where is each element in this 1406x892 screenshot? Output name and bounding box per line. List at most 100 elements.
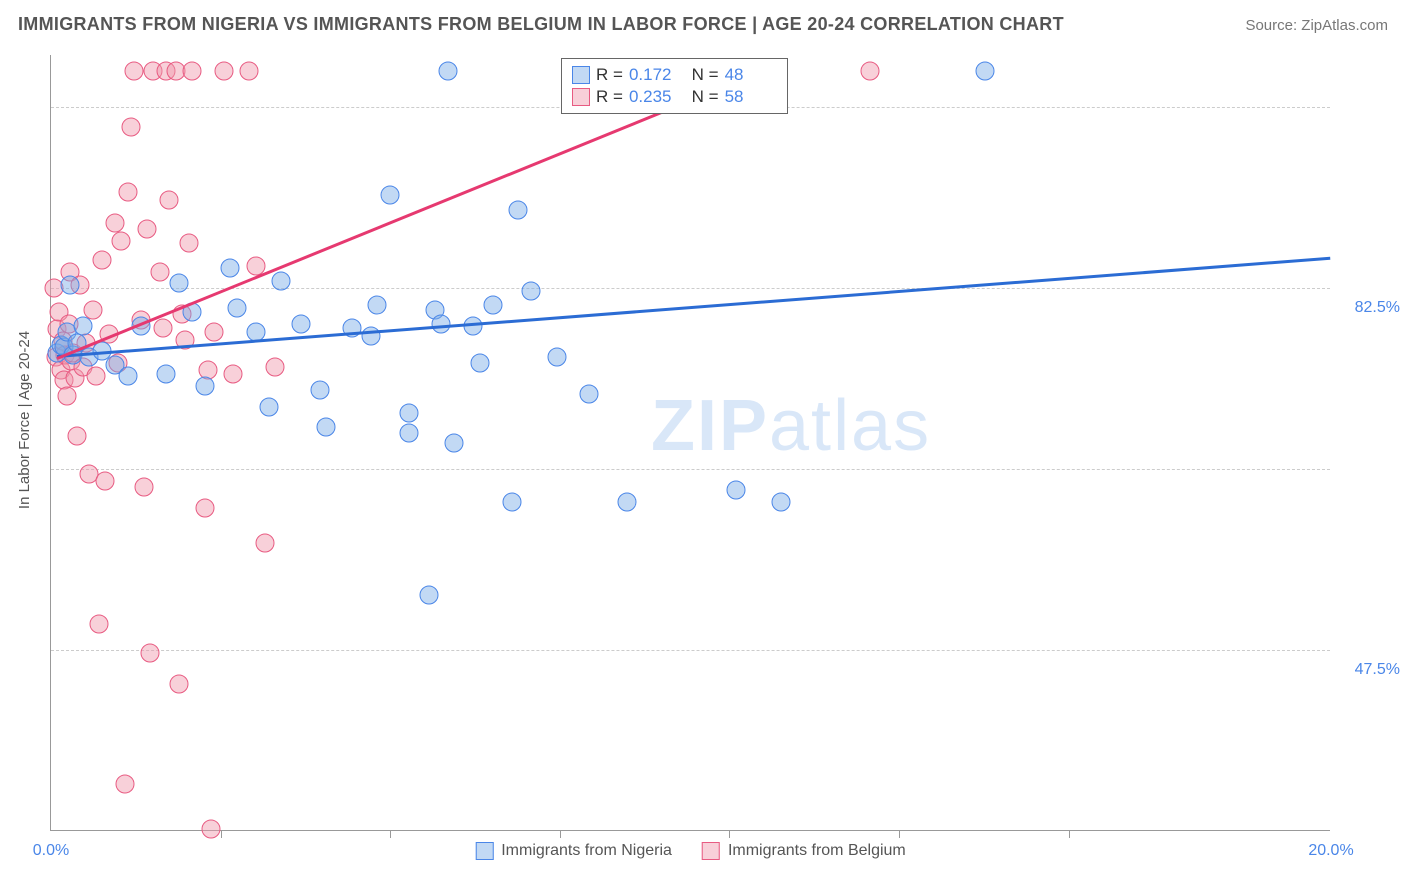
y-tick-label: 82.5% xyxy=(1340,299,1400,317)
scatter-point xyxy=(419,586,438,605)
scatter-point xyxy=(157,364,176,383)
series-legend: Immigrants from Nigeria Immigrants from B… xyxy=(475,842,906,860)
scatter-point xyxy=(118,182,137,201)
scatter-point xyxy=(202,819,221,838)
scatter-point xyxy=(67,426,86,445)
scatter-point xyxy=(170,273,189,292)
title-bar: IMMIGRANTS FROM NIGERIA VS IMMIGRANTS FR… xyxy=(18,14,1388,35)
scatter-point xyxy=(205,323,224,342)
scatter-point xyxy=(90,615,109,634)
legend-r-value: 0.235 xyxy=(629,87,681,107)
gridline xyxy=(51,650,1330,651)
scatter-point xyxy=(115,775,134,794)
scatter-point xyxy=(272,271,291,290)
source-label: Source: ZipAtlas.com xyxy=(1245,17,1388,34)
x-tick xyxy=(729,830,730,838)
scatter-point xyxy=(522,281,541,300)
series-legend-item: Immigrants from Belgium xyxy=(702,842,906,860)
legend-n-value: 48 xyxy=(725,65,777,85)
scatter-point xyxy=(112,232,131,251)
scatter-point xyxy=(227,299,246,318)
scatter-point xyxy=(86,366,105,385)
x-tick xyxy=(221,830,222,838)
legend-r-label: R = xyxy=(596,65,623,85)
scatter-point xyxy=(138,219,157,238)
scatter-point xyxy=(195,377,214,396)
scatter-point xyxy=(400,423,419,442)
scatter-point xyxy=(310,381,329,400)
scatter-point xyxy=(61,275,80,294)
scatter-point xyxy=(150,263,169,282)
scatter-point xyxy=(483,296,502,315)
scatter-point xyxy=(438,61,457,80)
series-legend-label: Immigrants from Belgium xyxy=(728,842,906,860)
watermark: ZIPatlas xyxy=(651,385,931,467)
scatter-point xyxy=(122,118,141,137)
scatter-point xyxy=(170,675,189,694)
scatter-point xyxy=(106,213,125,232)
legend-swatch xyxy=(572,88,590,106)
scatter-point xyxy=(96,472,115,491)
scatter-point xyxy=(579,385,598,404)
scatter-point xyxy=(381,185,400,204)
series-legend-item: Immigrants from Nigeria xyxy=(475,842,672,860)
x-tick xyxy=(390,830,391,838)
scatter-point xyxy=(547,348,566,367)
legend-swatch xyxy=(702,842,720,860)
scatter-point xyxy=(266,358,285,377)
scatter-point xyxy=(58,387,77,406)
scatter-point xyxy=(179,234,198,253)
legend-swatch xyxy=(572,66,590,84)
scatter-point xyxy=(445,434,464,453)
scatter-point xyxy=(125,61,144,80)
legend-n-value: 58 xyxy=(725,87,777,107)
y-tick-label: 47.5% xyxy=(1340,661,1400,679)
x-tick xyxy=(1069,830,1070,838)
gridline xyxy=(51,469,1330,470)
scatter-point xyxy=(74,317,93,336)
x-tick xyxy=(899,830,900,838)
scatter-point xyxy=(195,499,214,518)
scatter-point xyxy=(368,296,387,315)
legend-n-label: N = xyxy=(687,87,719,107)
scatter-point xyxy=(256,534,275,553)
gridline xyxy=(51,288,1330,289)
y-axis-label: In Labor Force | Age 20-24 xyxy=(16,331,33,509)
chart-title: IMMIGRANTS FROM NIGERIA VS IMMIGRANTS FR… xyxy=(18,14,1064,35)
scatter-point xyxy=(221,259,240,278)
legend-r-value: 0.172 xyxy=(629,65,681,85)
scatter-point xyxy=(224,364,243,383)
correlation-legend-row: R = 0.172 N = 48 xyxy=(572,65,777,85)
scatter-point xyxy=(240,61,259,80)
scatter-point xyxy=(502,492,521,511)
scatter-point xyxy=(976,61,995,80)
scatter-point xyxy=(93,250,112,269)
x-tick-label: 0.0% xyxy=(33,842,69,860)
scatter-point xyxy=(291,315,310,334)
scatter-point xyxy=(400,403,419,422)
scatter-point xyxy=(141,644,160,663)
scatter-point xyxy=(470,354,489,373)
scatter-point xyxy=(214,61,233,80)
scatter-point xyxy=(154,319,173,338)
scatter-point xyxy=(618,492,637,511)
scatter-point xyxy=(726,480,745,499)
scatter-point xyxy=(118,366,137,385)
scatter-point xyxy=(134,478,153,497)
scatter-point xyxy=(259,397,278,416)
scatter-point xyxy=(509,201,528,220)
x-tick-label: 20.0% xyxy=(1308,842,1353,860)
correlation-legend-row: R = 0.235 N = 58 xyxy=(572,87,777,107)
plot-area: ZIPatlas 47.5%82.5%0.0%20.0%R =0.172 N =… xyxy=(50,55,1330,831)
x-tick xyxy=(560,830,561,838)
legend-n-label: N = xyxy=(687,65,719,85)
scatter-point xyxy=(464,317,483,336)
scatter-point xyxy=(160,190,179,209)
scatter-point xyxy=(182,61,201,80)
series-legend-label: Immigrants from Nigeria xyxy=(501,842,672,860)
scatter-point xyxy=(771,492,790,511)
correlation-legend: R = 0.172 N = 48 R = 0.235 N = 58 xyxy=(561,58,788,114)
scatter-point xyxy=(317,418,336,437)
legend-r-label: R = xyxy=(596,87,623,107)
scatter-point xyxy=(861,61,880,80)
